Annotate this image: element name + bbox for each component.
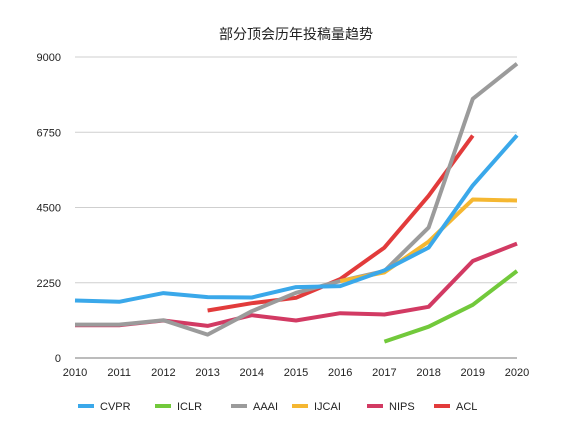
legend-label-aaai: AAAI: [253, 401, 278, 413]
x-tick-label: 2016: [328, 367, 352, 379]
x-tick-label: 2013: [195, 367, 219, 379]
chart-title: 部分顶会历年投稿量趋势: [219, 27, 373, 43]
x-tick-label: 2018: [416, 367, 440, 379]
y-tick-label: 6750: [37, 127, 61, 139]
y-tick-label: 0: [55, 353, 61, 365]
gridlines: [75, 56, 517, 359]
x-tick-label: 2012: [151, 367, 175, 379]
x-tick-label: 2019: [461, 367, 485, 379]
series-line-aaai: [75, 62, 519, 337]
series-lines: [74, 62, 519, 344]
y-tick-label: 9000: [37, 52, 61, 64]
x-tick-label: 2014: [240, 367, 264, 379]
legend-label-ijcai: IJCAI: [314, 401, 341, 413]
y-tick-label: 4500: [37, 203, 61, 215]
legend-label-iclr: ICLR: [177, 401, 202, 413]
x-tick-label: 2020: [505, 367, 529, 379]
x-tick-label: 2015: [284, 367, 308, 379]
x-axis-tick-labels: 2010 2011 2012 2013 2014 2015 2016 2017 2018 2019…: [63, 367, 529, 379]
legend-label-nips: NIPS: [389, 401, 415, 413]
series-line-iclr: [383, 269, 519, 344]
x-tick-label: 2017: [372, 367, 396, 379]
x-tick-label: 2010: [63, 367, 87, 379]
series-line-ijcai: [339, 197, 518, 284]
legend-label-acl: ACL: [456, 401, 477, 413]
x-tick-label: 2011: [107, 367, 131, 379]
series-line-cvpr: [74, 133, 519, 304]
y-axis-tick-labels: 0 2250 4500 6750 9000: [37, 52, 61, 365]
legend: CVPR ICLR AAAI IJCAI NIPS ACL: [78, 401, 477, 413]
legend-label-cvpr: CVPR: [100, 401, 131, 413]
y-tick-label: 2250: [37, 278, 61, 290]
